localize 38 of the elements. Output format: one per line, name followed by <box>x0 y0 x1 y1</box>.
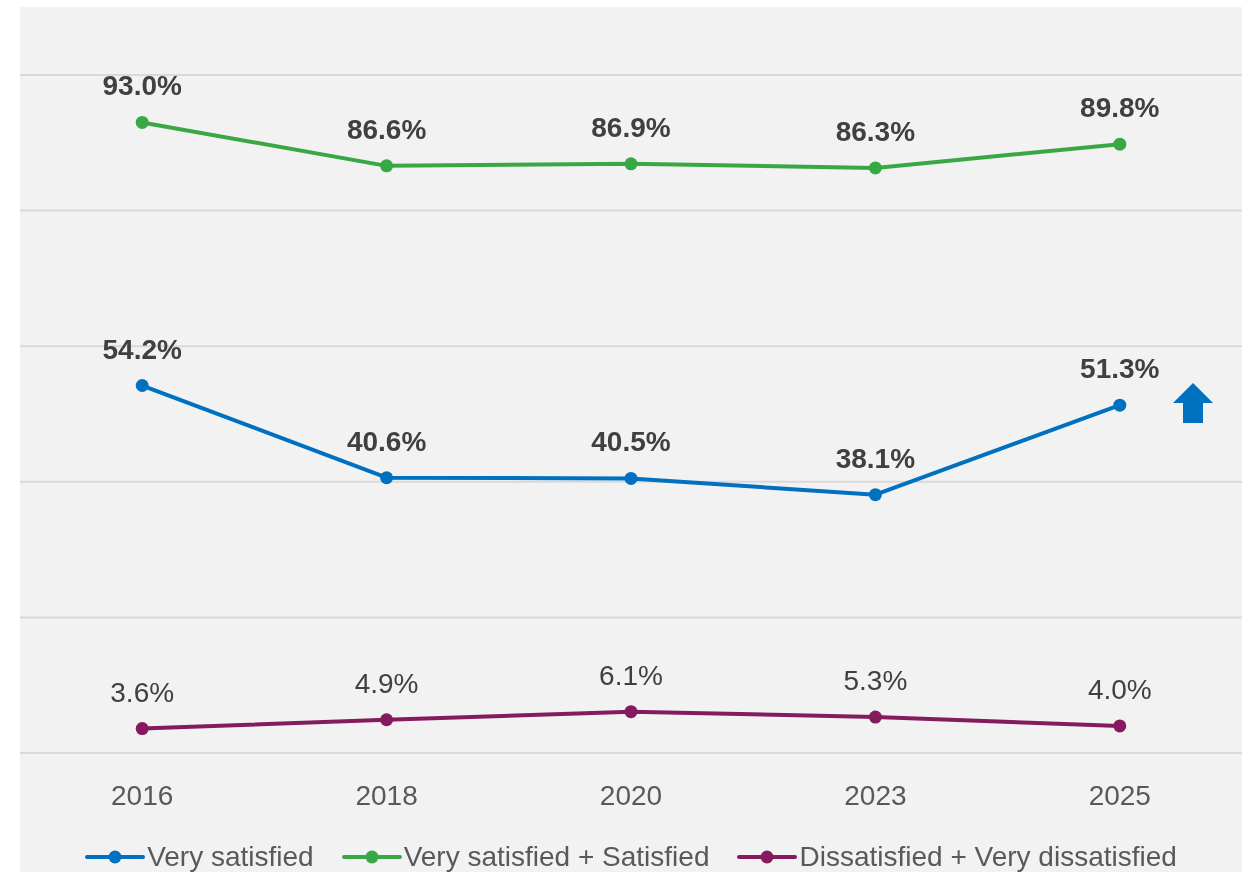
point <box>624 705 638 719</box>
data-label: 40.5% <box>591 426 671 458</box>
data-label: 89.8% <box>1080 92 1160 124</box>
data-label: 86.3% <box>835 115 916 147</box>
x-tick-label: 2016 <box>111 779 174 811</box>
point <box>380 471 394 485</box>
data-label: 93.0% <box>102 70 182 102</box>
data-label: 3.6% <box>110 676 175 708</box>
point <box>624 471 638 485</box>
x-tick-label: 2020 <box>599 779 663 811</box>
data-label: 5.3% <box>843 665 908 697</box>
data-label: 6.1% <box>599 659 663 691</box>
point <box>380 159 394 173</box>
data-label: 40.6% <box>346 425 427 457</box>
data-label: 86.9% <box>591 111 671 143</box>
point <box>380 713 394 727</box>
point <box>135 722 149 736</box>
point <box>868 710 882 724</box>
point <box>624 157 638 171</box>
point <box>1113 398 1127 412</box>
data-label: 86.6% <box>346 113 427 145</box>
data-label: 38.1% <box>835 442 916 474</box>
x-tick-label: 2025 <box>1088 779 1151 811</box>
x-tick-label: 2018 <box>355 779 418 811</box>
legend-label: Dissatisfied + Very dissatisfied <box>799 841 1177 872</box>
legend-label: Very satisfied <box>147 841 314 872</box>
data-label: 54.2% <box>102 333 182 365</box>
point <box>135 379 149 393</box>
point <box>1113 137 1127 151</box>
data-label: 4.0% <box>1087 673 1152 705</box>
point <box>1113 719 1127 733</box>
point <box>868 488 882 502</box>
point <box>135 115 149 129</box>
data-label: 51.3% <box>1080 353 1160 385</box>
point <box>868 161 882 175</box>
data-label: 4.9% <box>354 667 419 699</box>
legend-label: Very satisfied + Satisfied <box>403 841 710 872</box>
x-tick-label: 2023 <box>844 779 907 811</box>
